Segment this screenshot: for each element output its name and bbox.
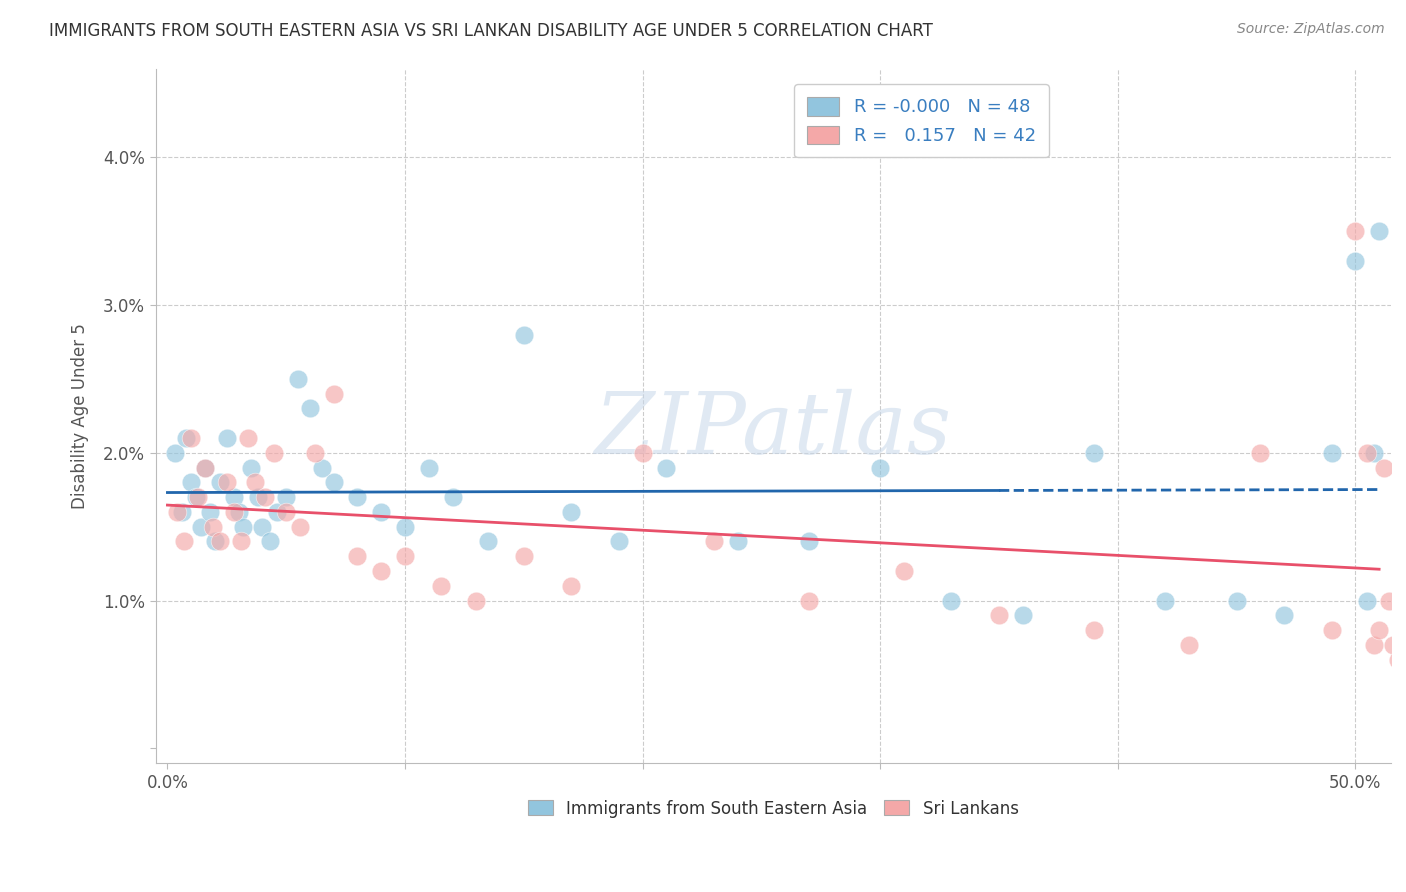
Point bbox=[238, 431, 260, 445]
Point bbox=[166, 505, 188, 519]
Point bbox=[1372, 460, 1395, 475]
Point bbox=[441, 490, 464, 504]
Point bbox=[245, 475, 267, 490]
Point bbox=[187, 490, 209, 504]
Point bbox=[1368, 224, 1391, 238]
Point bbox=[1225, 593, 1247, 607]
Point bbox=[194, 460, 217, 475]
Point bbox=[208, 475, 231, 490]
Point bbox=[370, 564, 392, 578]
Point bbox=[253, 490, 276, 504]
Point bbox=[988, 608, 1011, 623]
Point bbox=[607, 534, 630, 549]
Point bbox=[1386, 653, 1406, 667]
Point bbox=[869, 460, 891, 475]
Point bbox=[322, 475, 344, 490]
Point bbox=[290, 519, 312, 533]
Point bbox=[222, 505, 245, 519]
Point bbox=[1083, 446, 1105, 460]
Point bbox=[287, 372, 309, 386]
Point bbox=[1364, 638, 1386, 652]
Point bbox=[394, 519, 416, 533]
Point bbox=[163, 446, 186, 460]
Point bbox=[797, 534, 820, 549]
Point bbox=[1368, 623, 1391, 637]
Point bbox=[198, 505, 221, 519]
Point bbox=[1382, 638, 1405, 652]
Point bbox=[560, 579, 582, 593]
Point bbox=[1154, 593, 1177, 607]
Point bbox=[941, 593, 963, 607]
Point bbox=[477, 534, 499, 549]
Point bbox=[194, 460, 217, 475]
Point bbox=[631, 446, 654, 460]
Point bbox=[1355, 446, 1378, 460]
Point bbox=[246, 490, 269, 504]
Point bbox=[222, 490, 245, 504]
Point bbox=[201, 519, 224, 533]
Point bbox=[1364, 446, 1386, 460]
Point bbox=[418, 460, 440, 475]
Point bbox=[394, 549, 416, 564]
Point bbox=[239, 460, 262, 475]
Point bbox=[229, 534, 252, 549]
Point bbox=[655, 460, 678, 475]
Point bbox=[180, 431, 202, 445]
Point bbox=[263, 446, 285, 460]
Point bbox=[176, 431, 198, 445]
Point bbox=[429, 579, 451, 593]
Point bbox=[1378, 593, 1400, 607]
Text: ZIPatlas: ZIPatlas bbox=[595, 388, 952, 471]
Point bbox=[797, 593, 820, 607]
Point bbox=[1272, 608, 1295, 623]
Point bbox=[184, 490, 207, 504]
Point bbox=[560, 505, 582, 519]
Point bbox=[173, 534, 195, 549]
Point bbox=[311, 460, 333, 475]
Point bbox=[513, 549, 536, 564]
Point bbox=[215, 431, 238, 445]
Point bbox=[1011, 608, 1033, 623]
Point bbox=[304, 446, 326, 460]
Y-axis label: Disability Age Under 5: Disability Age Under 5 bbox=[72, 323, 89, 508]
Point bbox=[232, 519, 254, 533]
Point bbox=[170, 505, 193, 519]
Legend: Immigrants from South Eastern Asia, Sri Lankans: Immigrants from South Eastern Asia, Sri … bbox=[522, 793, 1025, 824]
Point bbox=[298, 401, 321, 416]
Point bbox=[276, 505, 298, 519]
Point bbox=[1249, 446, 1271, 460]
Point bbox=[513, 327, 536, 342]
Point bbox=[180, 475, 202, 490]
Point bbox=[228, 505, 250, 519]
Point bbox=[893, 564, 915, 578]
Point bbox=[727, 534, 749, 549]
Point bbox=[252, 519, 274, 533]
Point bbox=[346, 490, 368, 504]
Point bbox=[1320, 623, 1343, 637]
Point bbox=[259, 534, 281, 549]
Point bbox=[465, 593, 488, 607]
Point bbox=[1083, 623, 1105, 637]
Point bbox=[1344, 253, 1367, 268]
Point bbox=[322, 386, 344, 401]
Point bbox=[266, 505, 288, 519]
Point bbox=[370, 505, 392, 519]
Point bbox=[1320, 446, 1343, 460]
Point bbox=[215, 475, 238, 490]
Point bbox=[1344, 224, 1367, 238]
Text: IMMIGRANTS FROM SOUTH EASTERN ASIA VS SRI LANKAN DISABILITY AGE UNDER 5 CORRELAT: IMMIGRANTS FROM SOUTH EASTERN ASIA VS SR… bbox=[49, 22, 934, 40]
Point bbox=[703, 534, 725, 549]
Point bbox=[1355, 593, 1378, 607]
Point bbox=[208, 534, 231, 549]
Point bbox=[190, 519, 212, 533]
Point bbox=[204, 534, 226, 549]
Point bbox=[1178, 638, 1201, 652]
Text: Source: ZipAtlas.com: Source: ZipAtlas.com bbox=[1237, 22, 1385, 37]
Point bbox=[346, 549, 368, 564]
Point bbox=[276, 490, 298, 504]
